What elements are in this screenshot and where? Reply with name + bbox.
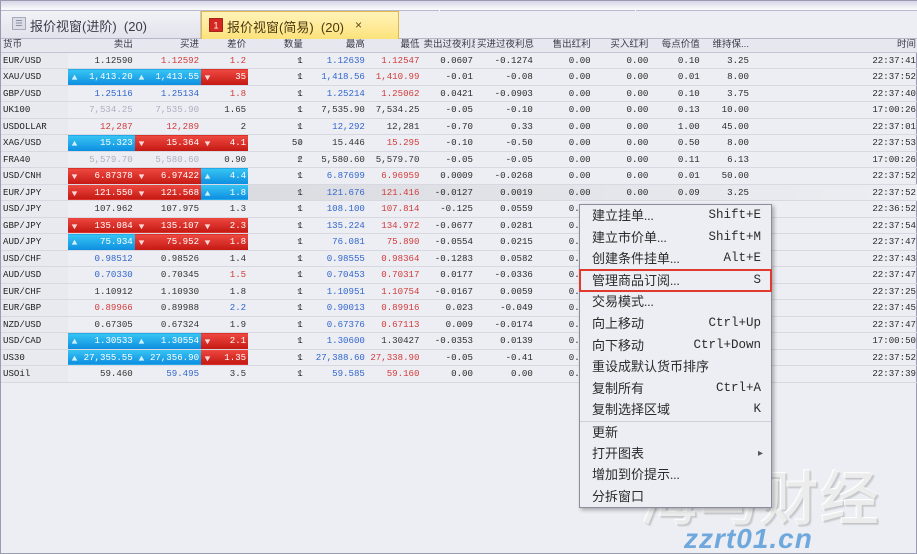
svg-text:1: 1 (213, 21, 218, 31)
